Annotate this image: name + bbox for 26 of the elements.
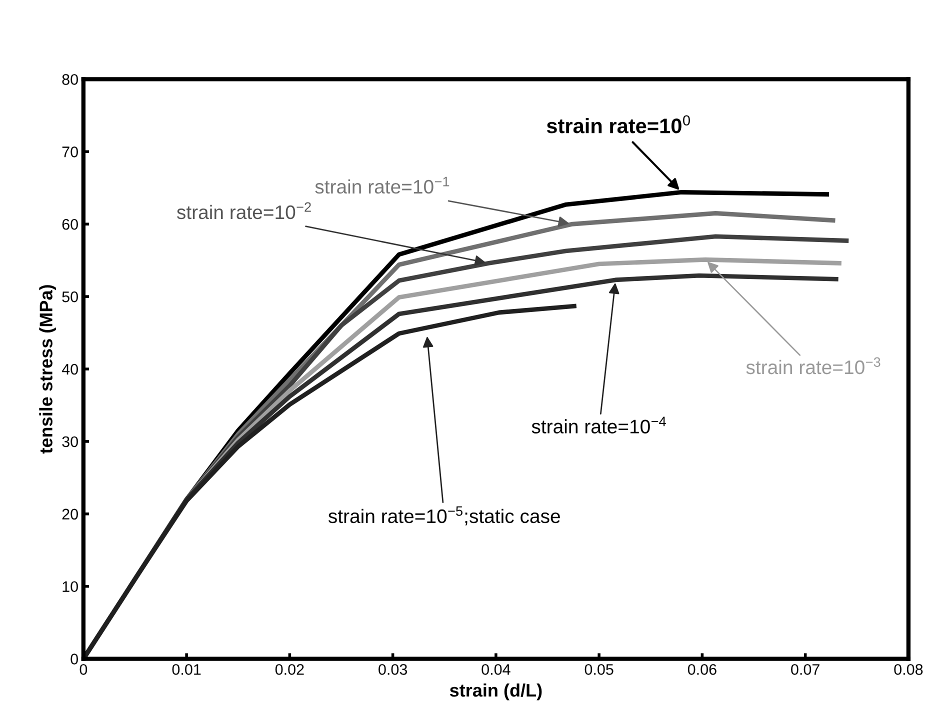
annotation: strain rate=10$^{−1}$: [315, 176, 450, 194]
x-tick-label: 0.06: [688, 664, 716, 675]
y-axis-title: tensile stress (MPa): [39, 285, 56, 454]
x-tick-label: 0.05: [584, 664, 614, 675]
y-tick-label: 70: [62, 146, 78, 158]
x-tick-label: 0.07: [791, 664, 820, 675]
y-tick-label: 10: [62, 581, 78, 592]
x-tick-label: 0.02: [275, 664, 304, 675]
y-tick-label: 60: [62, 218, 78, 230]
x-tick-label: 0.08: [894, 664, 923, 675]
x-tick-label: 0: [80, 664, 88, 675]
y-tick-label: 30: [62, 436, 78, 448]
annotation: strain rate=10$^{−4}$: [532, 416, 666, 434]
y-tick-label: 0: [70, 654, 78, 664]
x-axis-title: strain (d/L): [450, 683, 542, 700]
x-tick-label: 0.01: [172, 664, 201, 675]
x-tick-label: 0.03: [378, 664, 408, 675]
y-tick-label: 50: [62, 291, 78, 302]
y-tick-label: 40: [62, 364, 78, 375]
y-tick-label: 20: [62, 508, 78, 520]
annotation: strain rate=10$^{−3}$: [746, 357, 880, 374]
annotation: strain rate=10$^{−5}$;static case: [328, 506, 560, 526]
annotation: strain rate=10$^{0}$: [546, 115, 690, 134]
x-tick-label: 0.04: [482, 664, 510, 675]
y-tick-label: 80: [62, 74, 78, 85]
annotation: strain rate=10$^{−2}$: [176, 202, 311, 220]
